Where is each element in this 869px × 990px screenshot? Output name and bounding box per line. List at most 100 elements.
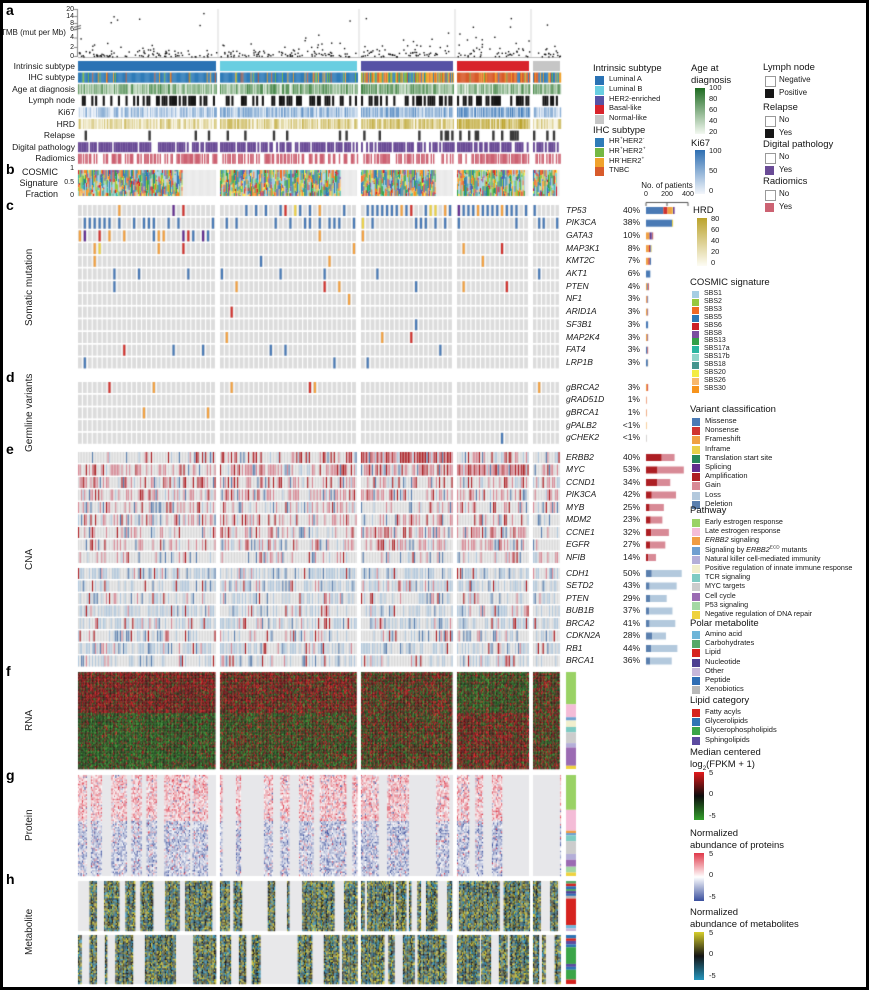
metab-scale-tick-0: 0 xyxy=(709,949,714,958)
rna-scale-gradient-bar xyxy=(694,772,704,820)
legend-item-variant-loss: Loss xyxy=(705,489,721,499)
legend-swatch-cosmic-sbs3 xyxy=(692,306,699,314)
legend-item-lipid-sphingolipids: Sphingolipids xyxy=(705,734,750,744)
age-title-1: diagnosis xyxy=(691,74,732,86)
legend-swatch-intrinsic-normal-like xyxy=(595,115,604,125)
track-label-radiomics: Radiomics xyxy=(35,153,75,164)
track-label-intrinsic-subtype: Intrinsic subtype xyxy=(13,60,75,71)
legend-item-digital-no: No xyxy=(779,152,790,161)
gene-pct-del-rb1: 44% xyxy=(622,642,640,653)
legend-item-cosmic-sbs30: SBS30 xyxy=(704,384,726,392)
side-label-cna: CNA xyxy=(24,548,35,570)
ki67-tick-0: 0 xyxy=(709,186,714,195)
legend-swatch-pathway-p53-signaling xyxy=(692,601,700,610)
legend-item-polar-nucleotide: Nucleotide xyxy=(705,656,741,666)
legend-item-cosmic-sbs17a: SBS17a xyxy=(704,345,730,353)
gene-label-amp-egfr: EGFR xyxy=(566,539,590,549)
gene-pct-som-gata3: 10% xyxy=(622,229,640,240)
gene-label-som-lrp1b: LRP1B xyxy=(566,356,593,367)
track-label-relapse: Relapse xyxy=(43,130,75,141)
gene-label-del-pten: PTEN xyxy=(566,592,589,603)
gene-pct-som-sf3b1: 3% xyxy=(627,318,640,329)
legend-item-pathway-tcr-signaling: TCR signaling xyxy=(705,572,751,582)
cosmic-fraction-tick-0: 0 xyxy=(70,192,74,199)
protein-scale-tick-5: -5 xyxy=(709,892,716,901)
track-label-age-at-diagnosis: Age at diagnosis xyxy=(12,83,75,94)
gene-label-amp-mdm2: MDM2 xyxy=(566,514,592,524)
age-tick-60: 60 xyxy=(709,105,718,114)
gene-label-som-sf3b1: SF3B1 xyxy=(566,318,592,329)
relapse-legend-title: Relapse xyxy=(763,102,798,113)
gene-label-del-cdh1: CDH1 xyxy=(566,567,590,578)
gene-pct-del-brca1: 36% xyxy=(622,655,640,665)
legend-swatch-pathway-myc-targets xyxy=(692,583,700,592)
metab-scale-tick-5: 5 xyxy=(709,928,714,937)
legend-item-polar-lipid: Lipid xyxy=(705,647,721,657)
age-tick-40: 40 xyxy=(709,116,718,125)
tmb-axis-label: TMB (mut per Mb) xyxy=(1,28,66,37)
legend-swatch-polar-xenobiotics xyxy=(692,686,700,695)
polar-legend-title: Polar metabolite xyxy=(690,618,759,629)
legend-item-ihc-hr-her2: HR+HER2+ xyxy=(609,145,646,155)
panel-letter-h: h xyxy=(6,871,15,887)
legend-item-pathway-p53-signaling: P53 signaling xyxy=(705,599,749,609)
gene-label-som-pten: PTEN xyxy=(566,280,589,291)
patients-tick-400: 400 xyxy=(682,191,694,198)
legend-swatch-variant-deletion xyxy=(692,500,700,509)
legend-swatch-cosmic-sbs1 xyxy=(692,291,699,298)
protein-scale-title-1: abundance of proteins xyxy=(690,839,785,851)
tmb-tick-2: 2 xyxy=(70,43,74,51)
gene-pct-del-setd2: 43% xyxy=(622,580,640,590)
gene-label-del-brca2: BRCA2 xyxy=(566,617,595,628)
legend-swatch-cosmic-sbs5 xyxy=(692,314,699,322)
rna-scale-title-1: log2(FPKM + 1) xyxy=(690,758,755,772)
legend-item-cosmic-sbs26: SBS26 xyxy=(704,376,726,384)
gene-label-som-kmt2c: KMT2C xyxy=(566,255,595,266)
gene-label-som-pik3ca: PIK3CA xyxy=(566,217,597,228)
legend-item-pathway-cell-cycle: Cell cycle xyxy=(705,590,736,600)
age-tick-100: 100 xyxy=(709,83,722,92)
gene-pct-som-kmt2c: 7% xyxy=(627,255,640,266)
legend-swatch-cosmic-sbs18 xyxy=(692,362,699,370)
gene-label-ger-gchek2: gCHEK2 xyxy=(566,432,600,443)
protein-scale-tick-0: 0 xyxy=(709,870,714,879)
legend-swatch-variant-nonsense xyxy=(692,427,700,436)
gene-label-amp-pik3ca: PIK3CA xyxy=(566,489,597,499)
panel-letter-a: a xyxy=(6,2,14,18)
legend-item-cosmic-sbs13: SBS13 xyxy=(704,337,726,345)
ki67-title-0: Ki67 xyxy=(691,138,711,149)
gene-label-som-map2k4: MAP2K4 xyxy=(566,331,600,342)
legend-swatch-cosmic-sbs20 xyxy=(692,370,699,377)
legend-swatch-polar-amino-acid xyxy=(692,631,700,639)
age-gradient-bar xyxy=(695,88,705,134)
gene-pct-del-cdh1: 50% xyxy=(622,567,640,578)
hrd-tick-40: 40 xyxy=(711,236,720,245)
legend-item-digital-yes: Yes xyxy=(779,164,793,174)
gene-label-amp-erbb2: ERBB2 xyxy=(566,451,594,462)
legend-swatch-cosmic-sbs6 xyxy=(692,322,699,330)
track-label-hrd: HRD xyxy=(56,118,75,129)
gene-label-ger-gpalb2: gPALB2 xyxy=(566,419,597,430)
side-label-germline-variants: Germline variants xyxy=(24,373,35,453)
gene-pct-som-pten: 4% xyxy=(627,280,640,291)
age-title-0: Age at xyxy=(691,63,719,74)
legend-item-pathway-early-estrogen-response: Early estrogen response xyxy=(705,517,783,526)
gene-label-del-bub1b: BUB1B xyxy=(566,605,594,615)
gene-label-del-setd2: SETD2 xyxy=(566,580,594,590)
legend-item-polar-amino-acid: Amino acid xyxy=(705,629,743,638)
legend-item-pathway-natural-killer-cell-mediated-immunity: Natural killer cell-mediated immunity xyxy=(705,553,821,563)
rna-scale-tick-5: -5 xyxy=(709,811,716,820)
legend-swatch-polar-peptide xyxy=(692,677,700,685)
ki67-tick-50: 50 xyxy=(709,166,718,175)
legend-item-variant-inframe: Inframe xyxy=(705,443,731,453)
rna-scale-title-0: Median centered xyxy=(690,747,761,758)
gene-label-som-gata3: GATA3 xyxy=(566,229,593,240)
track-label-digital-pathology: Digital pathology xyxy=(12,141,75,152)
legend-swatch-pathway-positive-regulation-of-innate-immune-response xyxy=(692,565,700,573)
legend-swatch-relapse-no xyxy=(765,116,776,127)
tmb-tick-20: 20 xyxy=(66,5,74,13)
track-label-ki67: Ki67 xyxy=(57,106,75,117)
legend-item-ihc-hr-her2: HR-HER2+ xyxy=(609,155,645,165)
rna-scale-tick-0: 0 xyxy=(709,789,714,798)
legend-swatch-intrinsic-her2-enriched xyxy=(595,95,604,105)
